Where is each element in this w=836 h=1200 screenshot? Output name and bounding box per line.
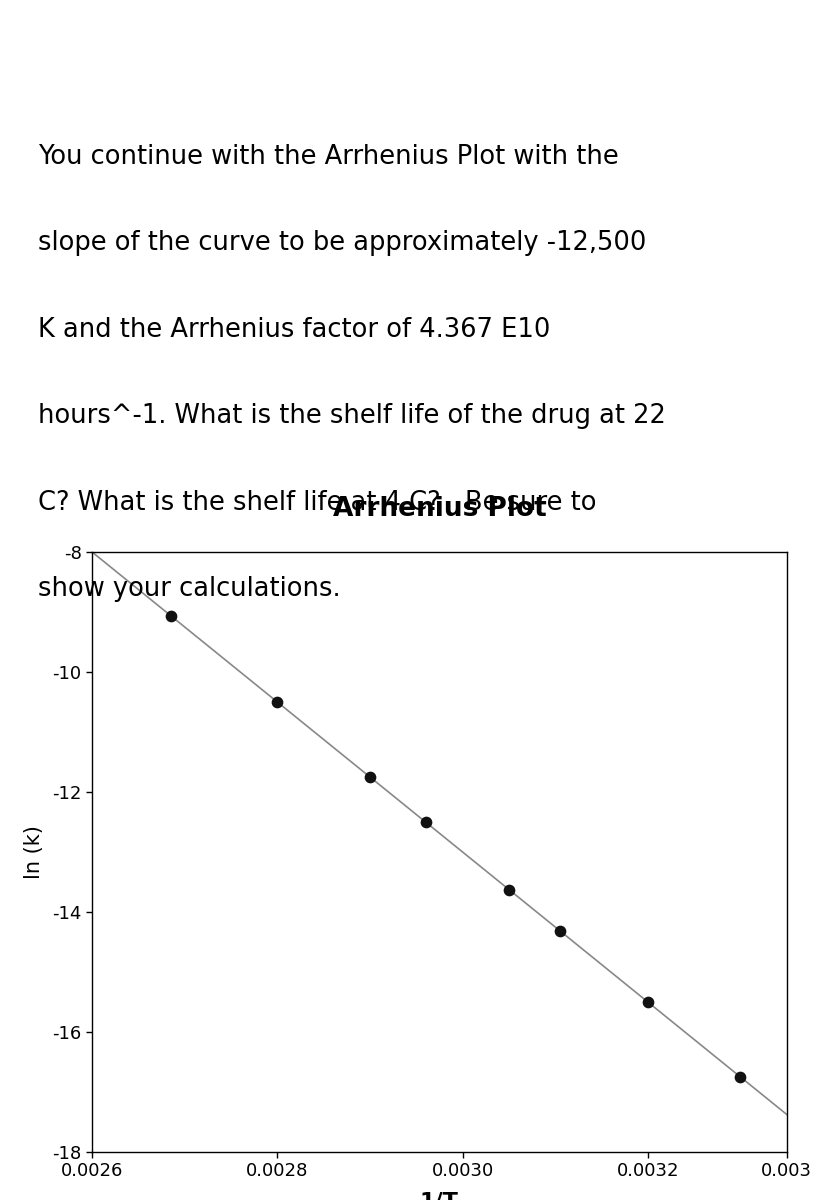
Text: hours^-1. What is the shelf life of the drug at 22: hours^-1. What is the shelf life of the … [38,403,665,430]
Point [640,992,654,1012]
Point [270,692,283,712]
Text: slope of the curve to be approximately -12,500: slope of the curve to be approximately -… [38,230,645,257]
Text: You continue with the Arrhenius Plot with the: You continue with the Arrhenius Plot wit… [38,144,618,170]
Point [418,812,431,832]
Y-axis label: ln (k): ln (k) [24,826,44,878]
Point [363,768,376,787]
Text: C? What is the shelf life at 4 C?   Be sure to: C? What is the shelf life at 4 C? Be sur… [38,490,595,516]
Text: show your calculations.: show your calculations. [38,576,340,602]
Point [164,606,177,625]
Point [553,922,566,941]
Point [733,1068,747,1087]
Point [502,880,515,899]
X-axis label: 1/T: 1/T [420,1192,458,1200]
Text: Arrhenius Plot: Arrhenius Plot [332,496,546,522]
Text: K and the Arrhenius factor of 4.367 E10: K and the Arrhenius factor of 4.367 E10 [38,317,549,343]
